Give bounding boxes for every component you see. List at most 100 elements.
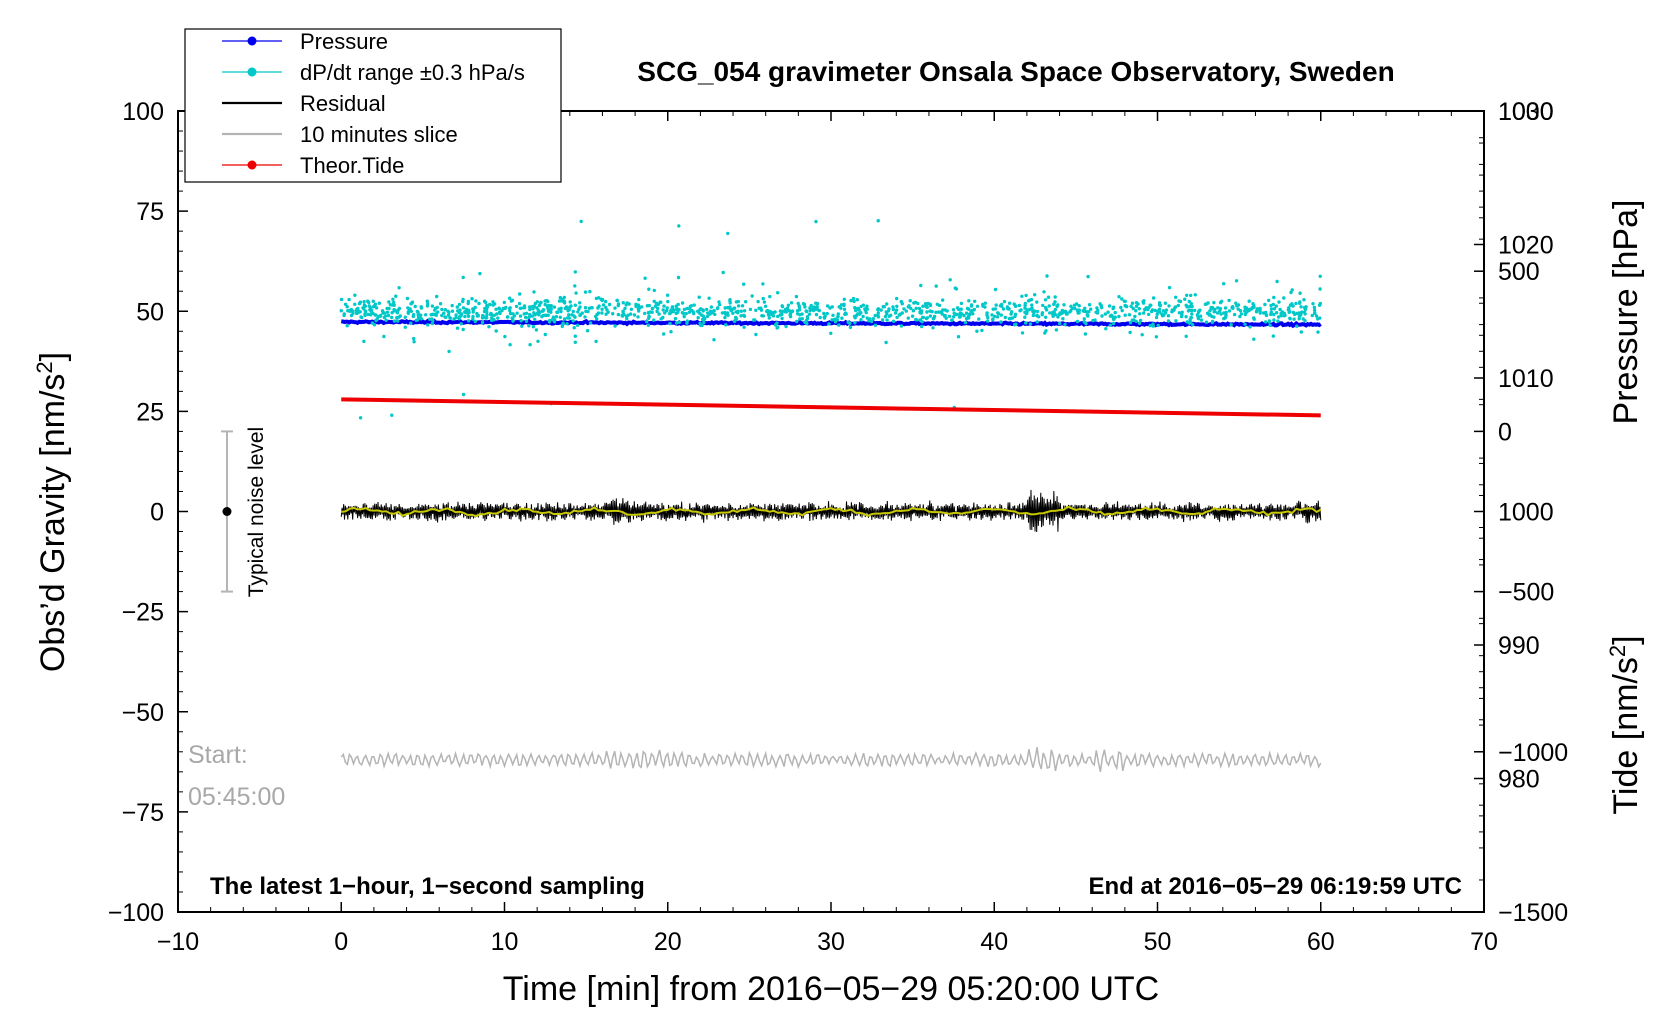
- dpdt-point: [1030, 306, 1034, 310]
- pressure-tick-label: 1000: [1498, 499, 1554, 527]
- dpdt-point: [1312, 305, 1317, 310]
- dpdt-point: [1209, 306, 1213, 310]
- dpdt-point: [822, 315, 826, 319]
- dpdt-point: [783, 309, 787, 314]
- dpdt-point: [508, 311, 513, 316]
- dpdt-point: [520, 324, 524, 328]
- dpdt-point: [969, 303, 974, 307]
- dpdt-point: [362, 300, 366, 304]
- dpdt-point: [921, 304, 925, 308]
- dpdt-point: [675, 307, 679, 311]
- dpdt-point: [518, 314, 523, 318]
- dpdt-point: [463, 314, 467, 319]
- dpdt-point: [1190, 312, 1194, 316]
- dpdt-point: [433, 312, 438, 316]
- dpdt-point: [1193, 293, 1198, 297]
- dpdt-point: [1288, 317, 1292, 321]
- dpdt-point: [1041, 303, 1045, 308]
- dpdt-point: [442, 311, 446, 315]
- dpdt-point: [1107, 304, 1112, 308]
- dpdt-point: [983, 301, 987, 305]
- dpdt-point: [347, 297, 351, 302]
- dpdt-point: [463, 310, 467, 314]
- dpdt-point: [1247, 299, 1251, 303]
- series-layer: [339, 219, 1323, 772]
- dpdt-point: [663, 311, 667, 315]
- dpdt-point: [700, 323, 704, 328]
- dpdt-point: [958, 315, 962, 319]
- dpdt-point: [1184, 315, 1188, 319]
- dpdt-point: [825, 304, 830, 308]
- dpdt-point: [701, 314, 706, 318]
- dpdt-point: [416, 315, 421, 320]
- dpdt-point: [677, 320, 682, 324]
- dpdt-point: [1294, 301, 1298, 306]
- dpdt-point: [430, 321, 434, 326]
- dpdt-point: [1075, 319, 1080, 324]
- dpdt-point: [403, 325, 407, 329]
- dpdt-point: [748, 307, 753, 312]
- dpdt-point: [1174, 295, 1178, 299]
- dpdt-point: [1197, 309, 1201, 313]
- dpdt-point: [384, 318, 388, 322]
- dpdt-point: [447, 349, 451, 354]
- dpdt-point: [1131, 306, 1135, 311]
- dpdt-point: [406, 311, 410, 315]
- dpdt-point: [1083, 332, 1088, 336]
- dpdt-point: [607, 302, 612, 307]
- dpdt-point: [366, 312, 370, 317]
- dpdt-point: [697, 295, 701, 299]
- dpdt-point: [1077, 311, 1081, 315]
- dpdt-point: [430, 304, 435, 308]
- dpdt-point: [763, 304, 768, 308]
- dpdt-point: [363, 313, 367, 318]
- dpdt-point: [682, 307, 687, 312]
- dpdt-point: [1268, 323, 1272, 327]
- dpdt-point: [1295, 324, 1299, 328]
- dpdt-point: [576, 310, 580, 314]
- dpdt-point: [1289, 290, 1293, 295]
- dpdt-point: [555, 310, 559, 314]
- dpdt-point: [839, 303, 844, 307]
- dpdt-point: [1134, 301, 1139, 305]
- dpdt-point: [483, 300, 488, 305]
- dpdt-point: [536, 339, 540, 343]
- dpdt-point: [1278, 307, 1282, 312]
- x-axis: −10 0 10 20 30 40 50 60 70: [157, 111, 1498, 956]
- pressure-tick-label: 990: [1498, 632, 1540, 660]
- dpdt-point: [1189, 320, 1193, 324]
- dpdt-point: [1024, 293, 1028, 298]
- dpdt-point: [405, 296, 410, 301]
- dpdt-point: [1156, 323, 1160, 328]
- dpdt-point: [1300, 310, 1304, 314]
- dpdt-point: [1172, 308, 1176, 312]
- dpdt-point: [1166, 314, 1171, 318]
- dpdt-point: [403, 315, 407, 319]
- legend-label: Pressure: [300, 29, 388, 54]
- dpdt-point: [565, 322, 569, 326]
- dpdt-point: [1031, 313, 1036, 318]
- y-tick-label: 0: [150, 499, 164, 527]
- dpdt-point: [934, 310, 938, 314]
- dpdt-point: [1290, 302, 1294, 306]
- dpdt-point: [1138, 312, 1142, 316]
- dpdt-point: [656, 306, 660, 311]
- dpdt-point: [1137, 321, 1142, 325]
- dpdt-point: [1028, 322, 1033, 326]
- dpdt-point: [571, 309, 575, 314]
- dpdt-point: [831, 313, 835, 317]
- dpdt-point: [800, 317, 804, 321]
- dpdt-point: [1198, 314, 1203, 318]
- dpdt-point: [918, 311, 922, 315]
- dpdt-point: [897, 313, 902, 317]
- dpdt-point: [1212, 300, 1216, 305]
- noise-level-label: Typical noise level: [245, 427, 268, 597]
- dpdt-point: [708, 309, 713, 313]
- dpdt-point: [601, 303, 606, 307]
- dpdt-point: [1100, 305, 1104, 310]
- dpdt-point: [842, 297, 846, 301]
- dpdt-point: [662, 304, 666, 308]
- dpdt-point: [993, 314, 997, 318]
- dpdt-point: [600, 298, 604, 303]
- dpdt-point: [435, 305, 439, 310]
